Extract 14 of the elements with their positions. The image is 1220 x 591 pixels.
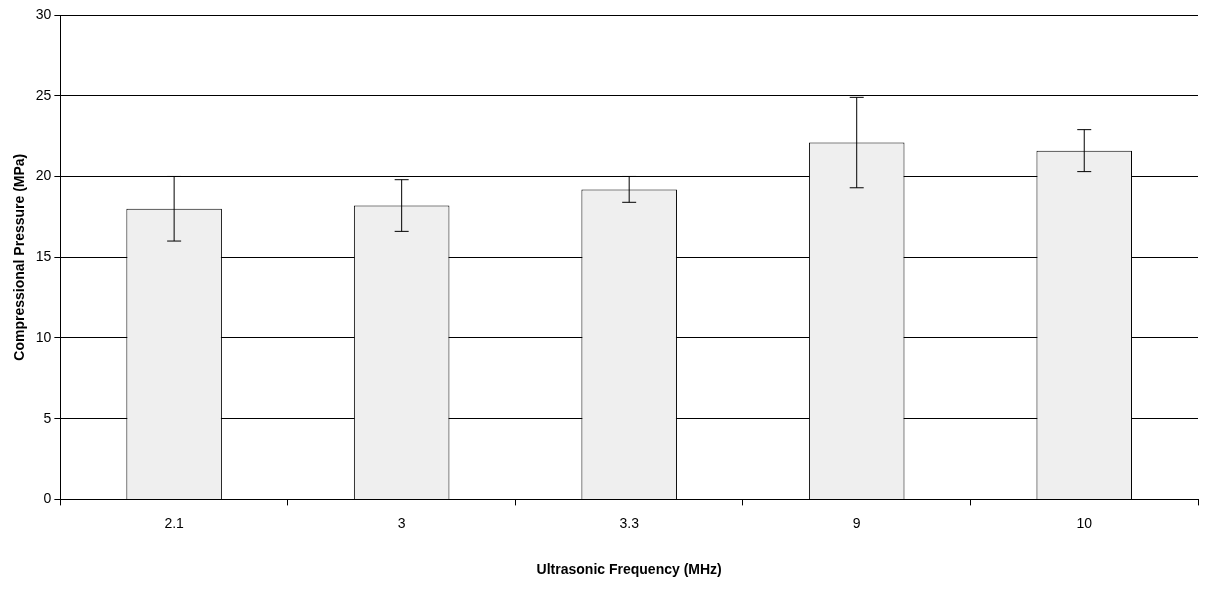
- y-axis-title: Compressional Pressure (MPa): [11, 153, 28, 361]
- x-tick-label: 3.3: [619, 514, 640, 531]
- x-tick-label: 10: [1076, 514, 1093, 531]
- y-tick-label: 20: [35, 167, 52, 184]
- x-tick-label: 2.1: [164, 514, 185, 531]
- y-tick-label: 5: [43, 409, 52, 426]
- x-axis-title: Ultrasonic Frequency (MHz): [536, 561, 722, 578]
- x-tick-label: 3: [397, 514, 406, 531]
- y-tick-label: 25: [35, 86, 52, 103]
- y-tick-label: 15: [35, 248, 52, 265]
- y-tick-label: 10: [35, 328, 52, 345]
- x-tick-label: 9: [852, 514, 861, 531]
- y-tick-label: 30: [35, 5, 52, 22]
- y-tick-label: 0: [43, 490, 52, 507]
